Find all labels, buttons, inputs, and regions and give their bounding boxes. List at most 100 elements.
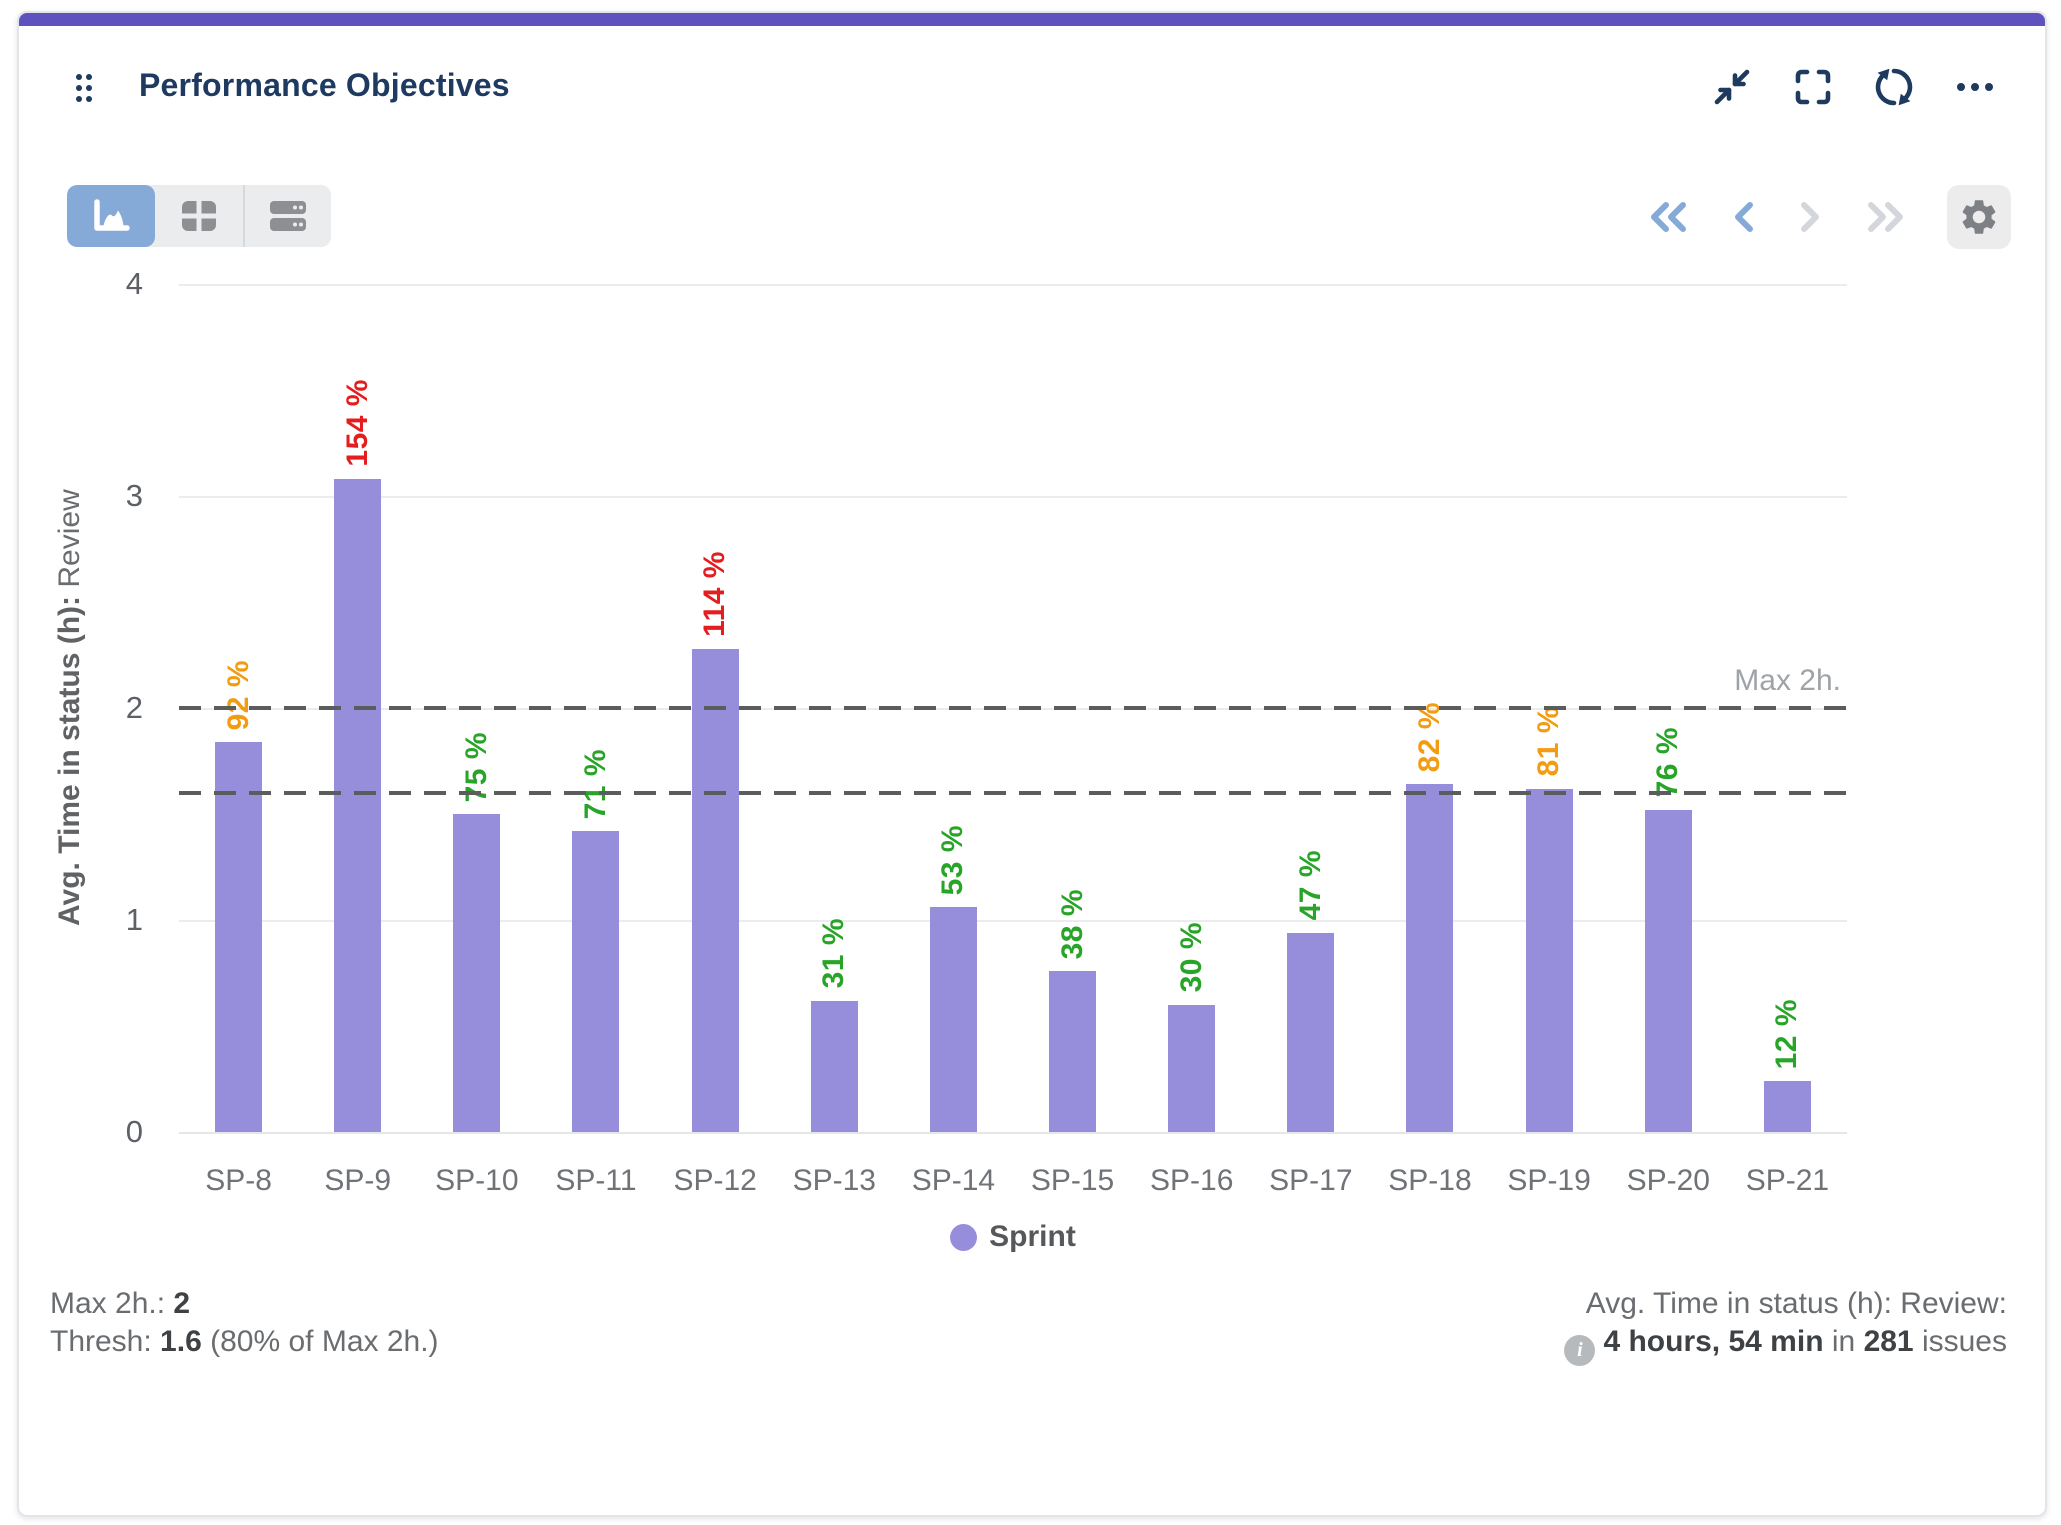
bar-column: 82 % (1370, 284, 1489, 1132)
first-page-icon[interactable] (1647, 197, 1691, 237)
plot-area: 92 % 154 % 75 % 71 % 114 % 31 % 53 % 38 % 30 % 47… (179, 284, 1847, 1134)
accent-bar (19, 13, 2045, 26)
bars: 92 % 154 % 75 % 71 % 114 % 31 % 53 % 38 % 30 % 47… (179, 284, 1847, 1132)
x-axis-label: SP-8 (205, 1164, 272, 1197)
bar-column: 38 % (1013, 284, 1132, 1132)
table-view-button[interactable] (155, 185, 243, 247)
performance-objectives-widget: Performance Objectives (17, 11, 2047, 1517)
area-chart-icon (94, 199, 130, 231)
page-title: Performance Objectives (139, 67, 510, 103)
bar-value-label: 92 % (221, 659, 255, 730)
x-labels: SP-8 SP-9 SP-10 SP-11 SP-12 SP-13 SP-14 SP-15 SP… (179, 1161, 1847, 1201)
y-tick-label: 1 (125, 902, 143, 937)
widget-header: Performance Objectives (59, 61, 2005, 117)
bar-value-label: 47 % (1293, 850, 1327, 921)
x-axis-label: SP-21 (1745, 1164, 1830, 1197)
fullscreen-icon[interactable] (1791, 65, 1835, 109)
bar-sp-13[interactable] (810, 1000, 858, 1132)
bar-sp-12[interactable] (691, 648, 739, 1132)
bar-value-label: 30 % (1174, 922, 1208, 993)
bar-value-label: 71 % (578, 748, 612, 819)
bar-column: 12 % (1728, 284, 1847, 1132)
bar-column: 154 % (298, 284, 417, 1132)
gridline (179, 1132, 1847, 1134)
reference-line: Max 2h. (179, 664, 1847, 710)
bar-value-label: 12 % (1770, 998, 1804, 1070)
bar-value-label: 82 % (1412, 701, 1446, 773)
bar-column: 30 % (1132, 284, 1251, 1132)
collapse-icon[interactable] (1710, 65, 1754, 109)
bar-value-label: 53 % (936, 824, 970, 896)
x-axis-label: SP-17 (1269, 1164, 1353, 1197)
x-axis-label: SP-20 (1626, 1164, 1710, 1197)
y-tick-label: 3 (125, 478, 143, 513)
bar-sp-8[interactable] (215, 741, 263, 1132)
y-tick-label: 4 (125, 266, 143, 301)
view-toggle-group (67, 185, 331, 247)
bar-value-label: 81 % (1532, 706, 1566, 777)
refresh-icon[interactable] (1872, 65, 1916, 109)
x-axis-label: SP-14 (911, 1164, 996, 1197)
y-tick-label: 2 (125, 690, 143, 725)
next-page-icon[interactable] (1797, 197, 1823, 237)
y-tick-label: 0 (125, 1114, 143, 1149)
bar-column: 53 % (894, 284, 1013, 1132)
gear-icon (1962, 200, 1996, 234)
x-axis-label: SP-9 (324, 1164, 392, 1197)
gridline (179, 920, 1847, 922)
bar-column: 31 % (775, 284, 894, 1132)
bar-column: 71 % (536, 284, 655, 1132)
bar-sp-21[interactable] (1763, 1081, 1811, 1132)
bar-value-label: 76 % (1651, 727, 1685, 798)
x-axis-label: SP-10 (435, 1164, 519, 1197)
max-line: Max 2h.: 2 (50, 1287, 191, 1320)
gridline (179, 496, 1847, 498)
bar-sp-18[interactable] (1406, 784, 1454, 1132)
bar-sp-10[interactable] (453, 814, 501, 1132)
last-page-icon[interactable] (1863, 197, 1907, 237)
table-icon (182, 201, 216, 231)
x-axis-label: SP-13 (792, 1164, 876, 1197)
chart-view-button[interactable] (67, 185, 155, 247)
x-axis-label: SP-15 (1030, 1164, 1115, 1197)
widget-toolbar (67, 185, 2011, 249)
rows-view-button[interactable] (243, 185, 331, 247)
bar-sp-15[interactable] (1049, 970, 1097, 1132)
bar-sp-9[interactable] (334, 479, 382, 1132)
info-icon[interactable]: i (1564, 1334, 1596, 1366)
y-ticks: 4 3 2 1 0 (79, 266, 159, 1149)
bar-sp-14[interactable] (929, 907, 977, 1132)
bar-column: 75 % (417, 284, 536, 1132)
bar-column: 76 % (1609, 284, 1728, 1132)
pagination-controls (1647, 185, 2011, 249)
bar-sp-19[interactable] (1525, 788, 1573, 1132)
footer-left: Max 2h.: 2 Thresh: 1.6 (80% of Max 2h.) (50, 1285, 439, 1361)
x-axis-label: SP-18 (1388, 1164, 1472, 1197)
bar-value-label: 114 % (698, 550, 732, 637)
bar-column: 114 % (656, 284, 775, 1132)
more-options-icon[interactable] (1953, 65, 1997, 109)
bar-sp-20[interactable] (1644, 809, 1692, 1132)
thresh-line: Thresh: 1.6 (80% of Max 2h.) (50, 1325, 439, 1358)
prev-page-icon[interactable] (1731, 197, 1757, 237)
bar-sp-17[interactable] (1287, 932, 1335, 1132)
reference-line-label: Max 2h. (1734, 664, 1841, 697)
drag-handle-icon[interactable] (74, 71, 94, 110)
x-axis-label: SP-16 (1150, 1164, 1234, 1197)
legend-label: Sprint (989, 1220, 1076, 1253)
bar-sp-16[interactable] (1168, 1004, 1216, 1132)
gridline (179, 284, 1847, 286)
x-axis-label: SP-12 (673, 1164, 757, 1197)
bar-sp-11[interactable] (572, 830, 620, 1132)
bar-column: 47 % (1251, 284, 1370, 1132)
x-axis-label: SP-11 (555, 1164, 637, 1197)
settings-button[interactable] (1947, 185, 2011, 249)
reference-line (179, 790, 1847, 795)
bar-column: 81 % (1490, 284, 1609, 1132)
chart-legend[interactable]: Sprint (179, 1220, 1847, 1254)
summary-title: Avg. Time in status (h): Review: (1585, 1287, 2007, 1320)
bar-column: 92 % (179, 284, 298, 1132)
legend-dot (950, 1223, 978, 1251)
